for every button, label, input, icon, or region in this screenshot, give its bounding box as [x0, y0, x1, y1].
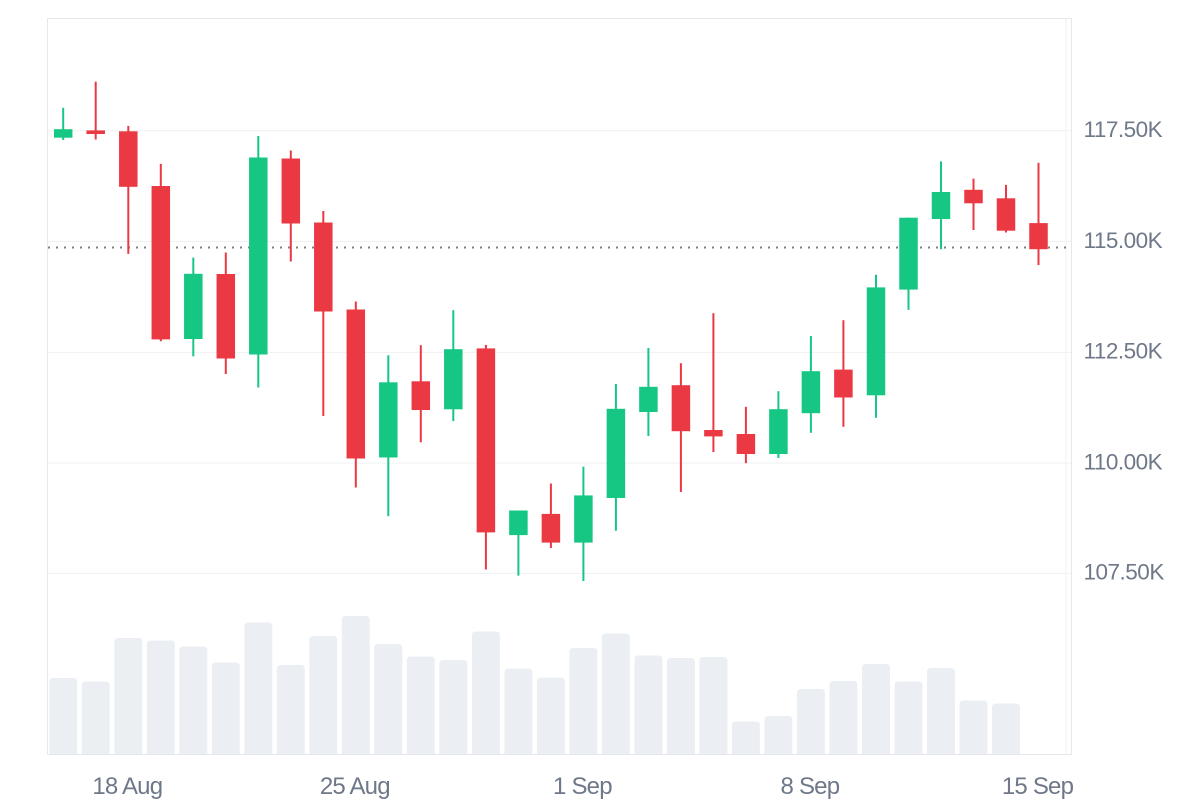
- svg-text:1 Sep: 1 Sep: [553, 773, 612, 800]
- svg-text:107.50K: 107.50K: [1084, 560, 1165, 585]
- svg-text:115.00K: 115.00K: [1084, 228, 1163, 253]
- svg-text:117.50K: 117.50K: [1084, 117, 1163, 142]
- svg-text:25 Aug: 25 Aug: [320, 773, 390, 800]
- svg-text:110.00K: 110.00K: [1084, 449, 1163, 474]
- svg-text:15 Sep: 15 Sep: [1002, 773, 1074, 800]
- svg-text:112.50K: 112.50K: [1084, 339, 1163, 364]
- svg-text:18 Aug: 18 Aug: [92, 773, 162, 800]
- svg-text:8 Sep: 8 Sep: [781, 773, 840, 800]
